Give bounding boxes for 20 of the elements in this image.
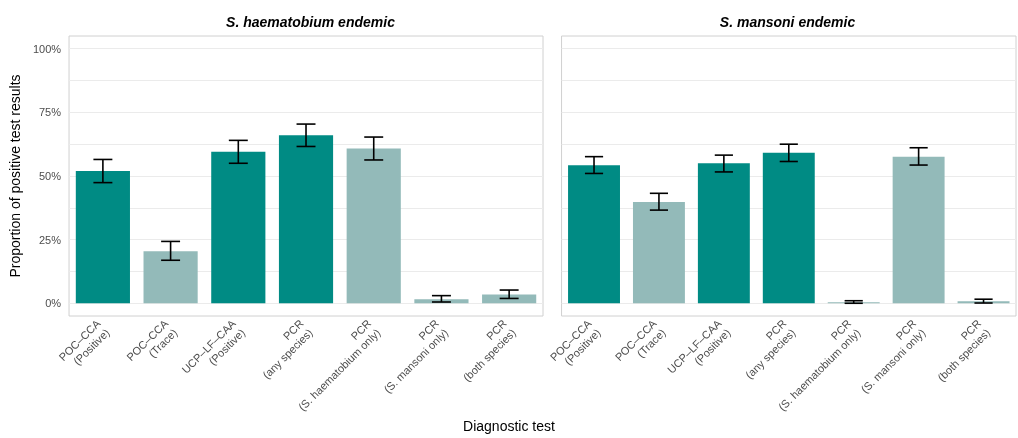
chart-title: S. mansoni endemic xyxy=(719,14,856,30)
bar xyxy=(632,201,685,304)
bar xyxy=(75,170,130,304)
bar xyxy=(211,151,266,304)
bar xyxy=(892,156,945,304)
bar xyxy=(568,165,620,304)
chart-title: S. haematobium endemic xyxy=(226,14,396,30)
y-tick-label: 25% xyxy=(39,233,62,246)
y-axis-title: Proportion of positive test results xyxy=(7,74,23,278)
bar xyxy=(278,135,334,304)
y-tick-label: 0% xyxy=(45,297,62,310)
bar xyxy=(762,152,815,304)
x-axis-title: Diagnostic test xyxy=(462,418,556,434)
bar xyxy=(697,163,750,304)
y-tick-label: 50% xyxy=(39,170,62,182)
bar xyxy=(482,294,537,304)
bar xyxy=(143,251,198,304)
y-tick-label: 100% xyxy=(32,42,62,55)
y-tick-label: 75% xyxy=(39,106,62,119)
bar xyxy=(346,148,401,304)
